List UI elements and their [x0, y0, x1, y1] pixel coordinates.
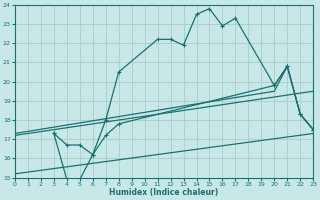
- X-axis label: Humidex (Indice chaleur): Humidex (Indice chaleur): [109, 188, 219, 197]
